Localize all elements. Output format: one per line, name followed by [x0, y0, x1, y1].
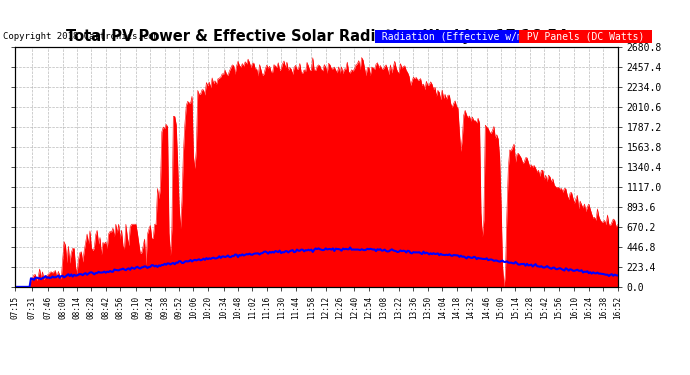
- Text: Radiation (Effective w/m2): Radiation (Effective w/m2): [376, 32, 540, 41]
- Text: PV Panels (DC Watts): PV Panels (DC Watts): [521, 32, 650, 41]
- Text: Copyright 2018 Cartronics.com: Copyright 2018 Cartronics.com: [3, 32, 159, 41]
- Title: Total PV Power & Effective Solar Radiation Wed Jan 17 16:54: Total PV Power & Effective Solar Radiati…: [66, 29, 567, 44]
